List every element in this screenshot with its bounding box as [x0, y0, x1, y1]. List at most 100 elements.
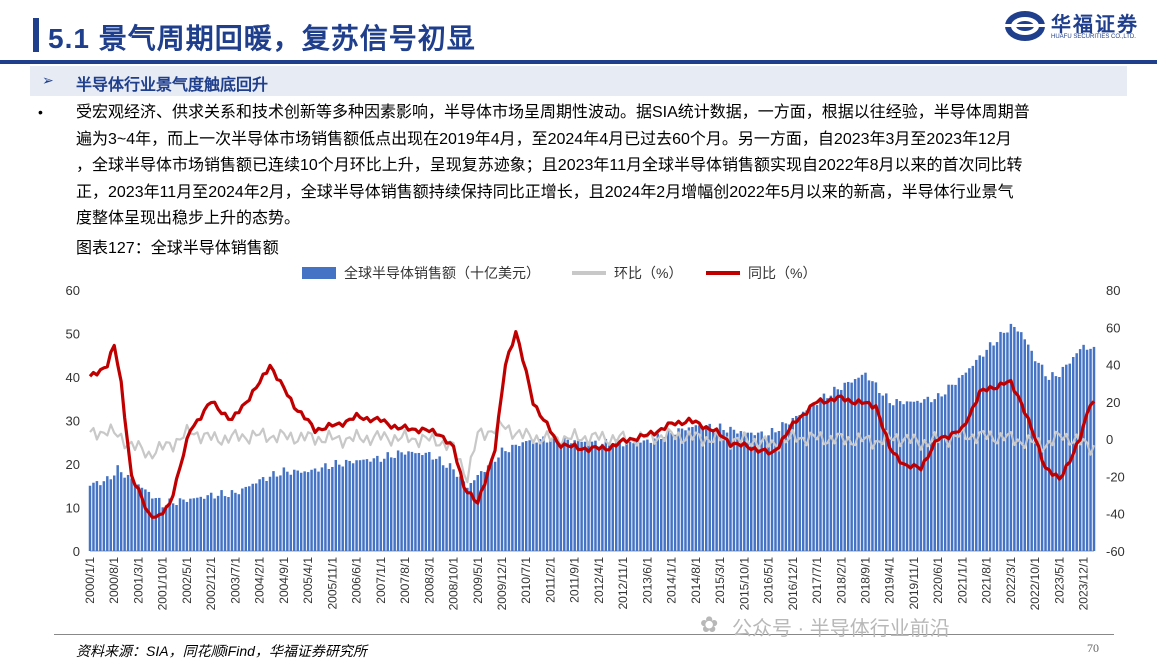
- sales-bar: [677, 428, 680, 551]
- sales-bar: [722, 430, 725, 551]
- sales-bar: [933, 399, 936, 551]
- x-tick-label: 2022/3/1: [1004, 557, 1018, 604]
- sales-bar: [912, 401, 916, 551]
- mom-line: [89, 418, 1096, 484]
- legend-label-yoy: 同比（%）: [748, 265, 816, 281]
- sales-bar: [871, 381, 874, 551]
- sales-bar: [639, 442, 642, 551]
- sales-bar: [888, 403, 891, 551]
- section-subtitle: 半导体行业景气度触底回升: [76, 77, 269, 94]
- header-divider: [0, 60, 1157, 64]
- sales-bar: [130, 478, 133, 551]
- sales-bar: [594, 440, 597, 551]
- sales-bar: [961, 375, 964, 551]
- sales-bar: [926, 396, 930, 551]
- semiconductor-sales-chart: 0 10 20 30 40 50 60 -60 -40 -20 0 20 40 60 80 2000/1/1 2…: [66, 265, 1125, 611]
- sales-bar: [760, 431, 763, 551]
- sales-bar: [320, 467, 324, 551]
- sales-bar: [289, 474, 293, 551]
- sales-bar: [476, 474, 479, 551]
- sales-bar: [819, 399, 822, 551]
- sales-bar: [1044, 376, 1047, 551]
- sales-bar: [559, 443, 563, 551]
- sales-bar: [338, 464, 341, 551]
- sales-bar: [88, 485, 92, 551]
- sales-bar: [663, 437, 666, 551]
- sales-bar: [514, 444, 518, 551]
- sales-bar: [836, 389, 840, 551]
- x-tick-label: 2016/5/1: [762, 557, 776, 604]
- sales-bar: [635, 441, 639, 551]
- sales-bar: [351, 463, 355, 551]
- sales-bar: [940, 396, 943, 551]
- sales-bar: [493, 461, 497, 551]
- figure-title: 图表127：全球半导体销售额: [76, 240, 279, 257]
- sales-bar: [916, 400, 919, 551]
- x-tick-label: 2013/6/1: [640, 557, 654, 604]
- sales-bar: [621, 446, 625, 551]
- sales-bar: [244, 486, 248, 551]
- sales-bar: [230, 490, 234, 551]
- sales-bar: [106, 476, 109, 551]
- sales-bar: [161, 507, 164, 551]
- sales-bar: [909, 401, 912, 551]
- sales-bar: [587, 444, 590, 551]
- sales-bar: [826, 398, 829, 551]
- sales-bar: [237, 494, 241, 551]
- x-tick-label: 2016/12/1: [786, 557, 800, 611]
- x-tick-label: 2023/5/1: [1052, 557, 1066, 604]
- sales-bar: [791, 418, 795, 551]
- x-tick-label: 2018/2/1: [834, 557, 848, 604]
- figure-source: 资料来源：SIA，同花顺iFind，华福证券研究所: [76, 643, 367, 659]
- x-tick-label: 2015/3/1: [713, 557, 727, 604]
- sales-bar: [628, 441, 632, 551]
- sales-bar: [144, 489, 147, 551]
- sales-bar: [840, 389, 843, 551]
- sales-bar: [479, 471, 483, 551]
- sales-bar: [1054, 376, 1058, 551]
- sales-bar: [521, 442, 524, 551]
- sales-bar: [705, 426, 708, 551]
- paragraph-line: 遍为3~4年，而上一次半导体市场销售额低点出现在2019年4月，至2024年4月…: [76, 130, 1012, 148]
- sales-bar: [452, 469, 455, 551]
- sales-bar: [943, 394, 947, 551]
- sales-bar: [137, 484, 140, 551]
- sales-bar: [1030, 350, 1033, 551]
- sales-bar: [580, 441, 583, 551]
- sales-bar: [569, 443, 573, 551]
- y-right-tick-label: 40: [1106, 358, 1120, 373]
- sales-bar: [1047, 379, 1051, 551]
- sales-bar: [597, 446, 601, 551]
- sales-bar: [486, 465, 490, 551]
- sales-bar: [213, 498, 216, 551]
- sales-bar: [275, 476, 279, 551]
- sales-bar: [795, 415, 798, 551]
- sales-bar: [365, 459, 369, 551]
- legend-label-mom: 环比（%）: [614, 265, 682, 281]
- x-tick-label: 2011/2/1: [543, 557, 557, 603]
- sales-bar: [334, 459, 338, 551]
- sales-bar: [649, 442, 653, 551]
- sales-bar: [147, 491, 151, 551]
- sales-bar: [1037, 362, 1040, 551]
- sales-bar: [954, 384, 957, 551]
- sales-bar: [1013, 326, 1016, 551]
- sales-bar: [684, 430, 687, 551]
- sales-bar: [223, 496, 227, 551]
- sales-bar: [784, 423, 788, 551]
- sales-bar: [112, 475, 116, 551]
- sales-bar: [860, 374, 864, 551]
- sales-bar: [389, 457, 393, 551]
- sales-bar: [504, 451, 507, 551]
- sales-bar: [518, 446, 521, 551]
- logo-subtext: HUAFU SECURITIES CO.,LTD.: [1051, 34, 1136, 40]
- watermark: 公众号 · 半导体行业前沿: [732, 618, 950, 640]
- sales-bar: [282, 467, 286, 551]
- sales-bar: [248, 486, 251, 551]
- x-tick-label: 2015/10/1: [737, 557, 751, 611]
- sales-bar: [843, 382, 846, 551]
- sales-bar: [902, 404, 905, 551]
- paragraph-line: 正，2023年11月至2024年2月，全球半导体销售额持续保持同比正增长，且20…: [76, 183, 1014, 201]
- sales-bar: [216, 495, 220, 551]
- sales-bar: [469, 482, 473, 551]
